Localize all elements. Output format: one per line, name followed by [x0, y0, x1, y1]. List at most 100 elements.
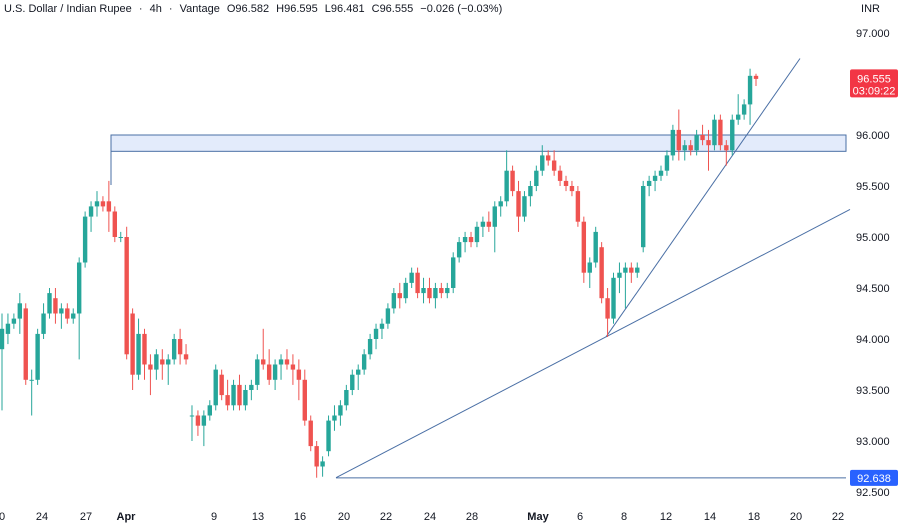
candle[interactable]	[724, 140, 729, 166]
candle[interactable]	[385, 303, 391, 329]
candle[interactable]	[332, 405, 337, 431]
candle[interactable]	[41, 303, 46, 339]
candle[interactable]	[546, 150, 551, 166]
candle[interactable]	[735, 94, 741, 125]
candle[interactable]	[474, 221, 480, 248]
candle[interactable]	[231, 379, 236, 411]
candle[interactable]	[65, 303, 70, 324]
candle[interactable]	[320, 456, 325, 477]
candle[interactable]	[599, 242, 604, 304]
candle[interactable]	[712, 114, 717, 151]
candle[interactable]	[456, 237, 462, 263]
candle[interactable]	[563, 175, 569, 192]
resistance-zone[interactable]	[110, 134, 847, 152]
candle[interactable]	[706, 129, 711, 171]
candle[interactable]	[569, 180, 575, 197]
candle[interactable]	[23, 303, 28, 385]
candle[interactable]	[326, 415, 331, 457]
candle[interactable]	[575, 186, 581, 227]
candle[interactable]	[753, 73, 759, 87]
candle[interactable]	[136, 318, 141, 380]
candle[interactable]	[302, 369, 307, 426]
candle[interactable]	[492, 201, 497, 253]
candle[interactable]	[581, 216, 587, 283]
candle[interactable]	[605, 288, 610, 337]
candle[interactable]	[249, 379, 254, 401]
candle[interactable]	[516, 180, 521, 232]
candle[interactable]	[593, 226, 598, 268]
candle[interactable]	[166, 354, 171, 385]
candle[interactable]	[617, 262, 622, 294]
candle[interactable]	[700, 124, 705, 146]
candle[interactable]	[629, 262, 634, 283]
candle[interactable]	[611, 272, 616, 324]
candle[interactable]	[106, 180, 112, 232]
candle[interactable]	[433, 282, 438, 309]
candle[interactable]	[646, 175, 652, 197]
candle[interactable]	[445, 282, 450, 299]
candle[interactable]	[148, 354, 153, 396]
candle[interactable]	[367, 333, 373, 360]
candle[interactable]	[213, 364, 218, 411]
candle[interactable]	[272, 359, 278, 390]
candle[interactable]	[171, 333, 177, 365]
candle[interactable]	[415, 267, 420, 299]
upper-trendline[interactable]	[605, 58, 801, 338]
candle[interactable]	[338, 400, 343, 426]
candle[interactable]	[623, 262, 628, 309]
candle[interactable]	[688, 140, 693, 156]
candle[interactable]	[201, 410, 207, 447]
candle[interactable]	[219, 369, 224, 401]
candle[interactable]	[350, 369, 355, 396]
candle[interactable]	[540, 145, 545, 176]
candle[interactable]	[504, 150, 509, 207]
candle[interactable]	[29, 369, 34, 416]
candle[interactable]	[730, 114, 735, 156]
candle[interactable]	[308, 415, 313, 452]
candle[interactable]	[403, 277, 408, 304]
candle[interactable]	[35, 328, 40, 385]
candle[interactable]	[427, 277, 432, 304]
candle[interactable]	[468, 231, 474, 248]
candle[interactable]	[207, 400, 212, 421]
candle[interactable]	[142, 328, 147, 380]
candle[interactable]	[177, 328, 183, 365]
candle[interactable]	[160, 349, 165, 380]
candle[interactable]	[356, 364, 361, 391]
candle[interactable]	[397, 282, 402, 309]
candle[interactable]	[130, 308, 135, 390]
candle[interactable]	[314, 441, 319, 478]
symbol-name[interactable]: U.S. Dollar / Indian Rupee	[4, 3, 132, 15]
candle[interactable]	[112, 206, 118, 243]
candle[interactable]	[243, 384, 248, 411]
candle[interactable]	[17, 293, 23, 334]
candle[interactable]	[344, 384, 349, 411]
candle[interactable]	[124, 226, 129, 360]
candle[interactable]	[255, 354, 260, 390]
candle[interactable]	[11, 313, 17, 329]
candle[interactable]	[47, 288, 52, 319]
interval[interactable]: 4h	[149, 3, 162, 15]
candle[interactable]	[361, 349, 367, 375]
candle[interactable]	[664, 150, 670, 176]
candle[interactable]	[5, 313, 11, 345]
candle[interactable]	[290, 354, 296, 385]
candle[interactable]	[640, 180, 646, 253]
candle[interactable]	[296, 359, 302, 401]
candle[interactable]	[261, 328, 266, 370]
candle[interactable]	[652, 170, 658, 192]
candle[interactable]	[670, 124, 676, 161]
candle[interactable]	[534, 165, 539, 192]
candle[interactable]	[741, 99, 747, 120]
candle[interactable]	[266, 349, 272, 385]
candle[interactable]	[195, 410, 201, 436]
candle[interactable]	[528, 180, 533, 207]
candle[interactable]	[522, 191, 527, 222]
candle[interactable]	[694, 129, 699, 156]
candle[interactable]	[462, 231, 468, 253]
candle[interactable]	[118, 231, 123, 243]
candle[interactable]	[409, 267, 414, 288]
candle[interactable]	[183, 344, 189, 365]
candle[interactable]	[421, 277, 426, 304]
